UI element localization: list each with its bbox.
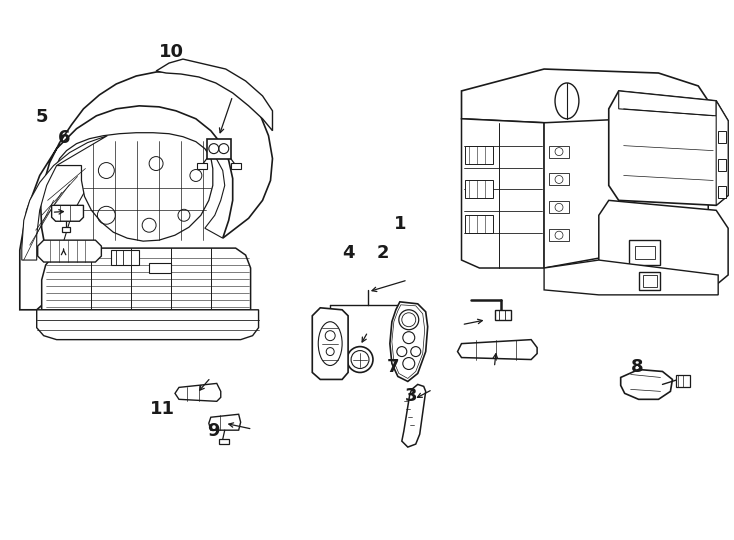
Bar: [718, 131, 726, 143]
Bar: [219, 439, 229, 444]
Bar: [718, 159, 726, 171]
Polygon shape: [544, 101, 708, 268]
Text: 7: 7: [386, 357, 399, 376]
Bar: [230, 163, 241, 168]
Bar: [62, 227, 70, 232]
Polygon shape: [208, 414, 241, 430]
Bar: [465, 215, 493, 233]
Bar: [549, 229, 569, 241]
Polygon shape: [462, 69, 708, 126]
Text: 1: 1: [393, 215, 406, 233]
Polygon shape: [22, 136, 107, 260]
Bar: [549, 201, 569, 213]
Bar: [635, 246, 655, 259]
Polygon shape: [716, 101, 728, 205]
Polygon shape: [599, 200, 728, 285]
Text: 10: 10: [159, 43, 184, 62]
Polygon shape: [608, 91, 728, 205]
Bar: [677, 375, 691, 387]
Bar: [465, 146, 493, 164]
Polygon shape: [621, 369, 672, 400]
Text: 11: 11: [150, 400, 175, 417]
Polygon shape: [37, 240, 101, 262]
Polygon shape: [175, 383, 221, 401]
Bar: [639, 272, 661, 290]
Text: 6: 6: [58, 130, 70, 147]
Polygon shape: [42, 248, 250, 310]
Text: 8: 8: [631, 357, 644, 376]
Ellipse shape: [555, 83, 579, 119]
Polygon shape: [57, 133, 213, 241]
Polygon shape: [51, 205, 84, 221]
Bar: [207, 139, 230, 159]
Bar: [549, 146, 569, 158]
Bar: [495, 310, 512, 320]
Bar: [628, 240, 661, 265]
Polygon shape: [312, 308, 348, 380]
Polygon shape: [401, 384, 426, 447]
Polygon shape: [457, 340, 537, 360]
Text: 5: 5: [36, 108, 48, 126]
Polygon shape: [156, 59, 272, 131]
Bar: [642, 275, 656, 287]
Ellipse shape: [347, 347, 373, 373]
Text: 3: 3: [404, 387, 417, 405]
Polygon shape: [462, 119, 544, 268]
Polygon shape: [390, 302, 428, 381]
Text: 4: 4: [343, 244, 355, 262]
Bar: [149, 263, 171, 273]
Text: 2: 2: [377, 244, 389, 262]
Bar: [112, 250, 139, 265]
Text: 9: 9: [208, 422, 220, 440]
Polygon shape: [619, 91, 716, 116]
Bar: [718, 186, 726, 198]
Bar: [465, 180, 493, 198]
Polygon shape: [544, 260, 718, 295]
Bar: [549, 173, 569, 185]
Bar: [197, 163, 207, 168]
Polygon shape: [37, 310, 258, 340]
Polygon shape: [20, 71, 272, 310]
